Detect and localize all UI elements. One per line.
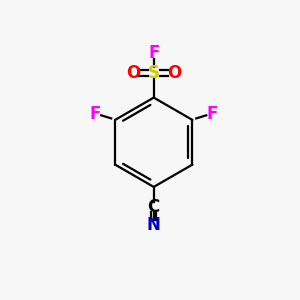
Text: F: F [148,44,159,62]
Text: O: O [167,64,181,82]
Text: F: F [89,105,101,123]
Text: O: O [127,64,141,82]
Text: F: F [207,105,218,123]
Text: S: S [148,64,160,82]
Text: C: C [148,198,160,216]
Text: N: N [147,216,161,234]
